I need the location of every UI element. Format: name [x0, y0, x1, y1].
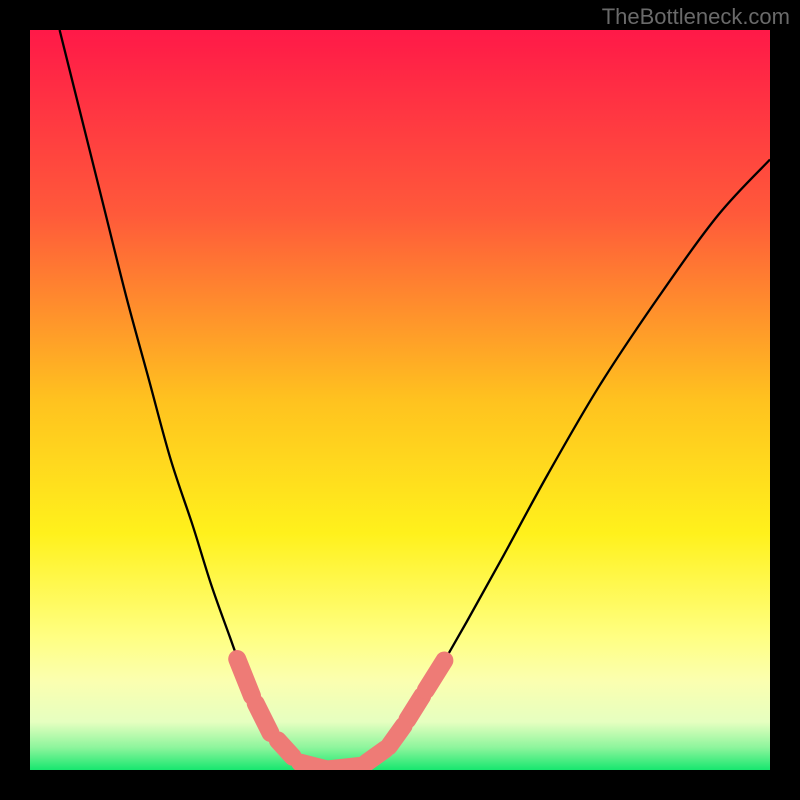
chart-frame: TheBottleneck.com [0, 0, 800, 800]
gradient-background [30, 30, 770, 770]
chart-svg [0, 0, 800, 800]
marker-segment [278, 740, 293, 756]
marker-segment [407, 696, 422, 720]
watermark-text: TheBottleneck.com [602, 4, 790, 30]
marker-segment [326, 766, 363, 770]
marker-segment [389, 726, 404, 747]
